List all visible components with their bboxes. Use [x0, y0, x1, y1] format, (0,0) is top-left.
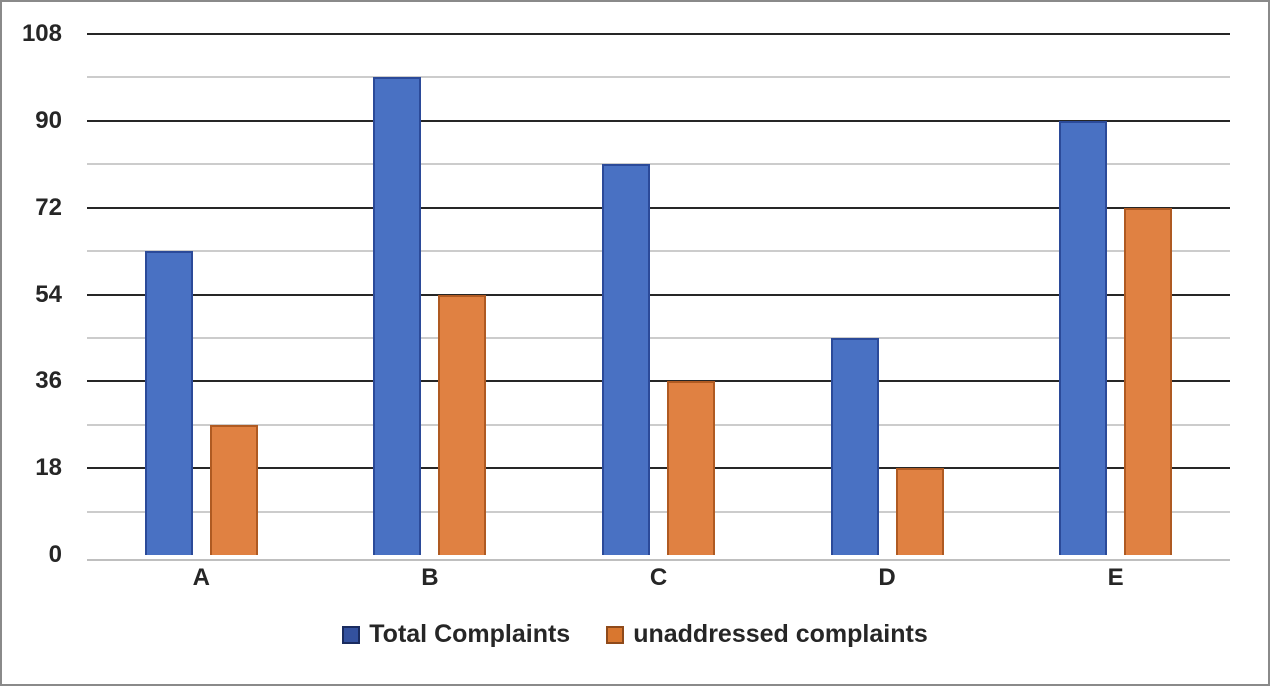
minor-gridline	[87, 163, 1230, 166]
minor-gridline	[87, 510, 1230, 513]
major-gridline	[87, 467, 1230, 470]
legend-swatch-unaddressed-complaints	[606, 625, 625, 644]
y-axis-tick-label: 108	[21, 20, 62, 47]
minor-gridline	[87, 250, 1230, 253]
bar-total-complaints-B	[373, 77, 422, 555]
bar-unaddressed-complaints-E	[1124, 207, 1173, 555]
category-group-B	[316, 34, 545, 555]
bar-unaddressed-complaints-D	[895, 468, 944, 555]
category-group-E	[1001, 34, 1230, 555]
major-gridline	[87, 119, 1230, 122]
x-axis-labels: A B C D E	[87, 564, 1230, 592]
legend-item-unaddressed-complaints: unaddressed complaints	[606, 622, 928, 647]
x-axis-category-label: D	[878, 564, 896, 591]
minor-gridline	[87, 423, 1230, 426]
bar-total-complaints-E	[1059, 120, 1108, 555]
bar-total-complaints-D	[830, 337, 879, 555]
y-axis-tick-label: 18	[35, 454, 62, 482]
x-axis-category-label: E	[1107, 564, 1124, 591]
category-group-A	[87, 34, 316, 555]
bar-unaddressed-complaints-A	[209, 424, 258, 555]
bar-total-complaints-A	[144, 251, 193, 555]
major-gridline	[87, 33, 1230, 35]
major-gridline	[87, 380, 1230, 383]
bar-total-complaints-C	[601, 164, 650, 555]
bars-layer	[87, 34, 1230, 555]
x-axis-category-label: B	[421, 564, 439, 591]
legend: Total Complaints unaddressed complaints	[2, 622, 1268, 647]
legend-swatch-total-complaints	[342, 625, 361, 644]
y-axis-tick-label: 36	[35, 367, 62, 395]
x-axis-category-label: C	[649, 564, 668, 591]
y-axis-labels: 0 18 36 54 72 90 108	[2, 22, 66, 567]
y-axis-tick-label: 0	[48, 541, 62, 568]
legend-item-total-complaints: Total Complaints	[342, 622, 570, 647]
y-axis-tick-label: 72	[35, 193, 62, 221]
minor-gridline	[87, 76, 1230, 79]
legend-label: unaddressed complaints	[633, 620, 928, 648]
category-group-D	[773, 34, 1002, 555]
y-axis-tick-label: 90	[35, 106, 62, 134]
major-gridline	[87, 206, 1230, 209]
y-axis-tick-label: 54	[35, 280, 62, 308]
x-axis-category-label: A	[192, 564, 210, 591]
minor-gridline	[87, 336, 1230, 339]
category-group-C	[544, 34, 773, 555]
x-axis-line	[87, 559, 1230, 561]
major-gridline	[87, 293, 1230, 296]
bar-unaddressed-complaints-C	[666, 381, 715, 555]
plot-area	[87, 33, 1230, 555]
bar-unaddressed-complaints-B	[438, 294, 487, 555]
legend-label: Total Complaints	[369, 620, 571, 648]
